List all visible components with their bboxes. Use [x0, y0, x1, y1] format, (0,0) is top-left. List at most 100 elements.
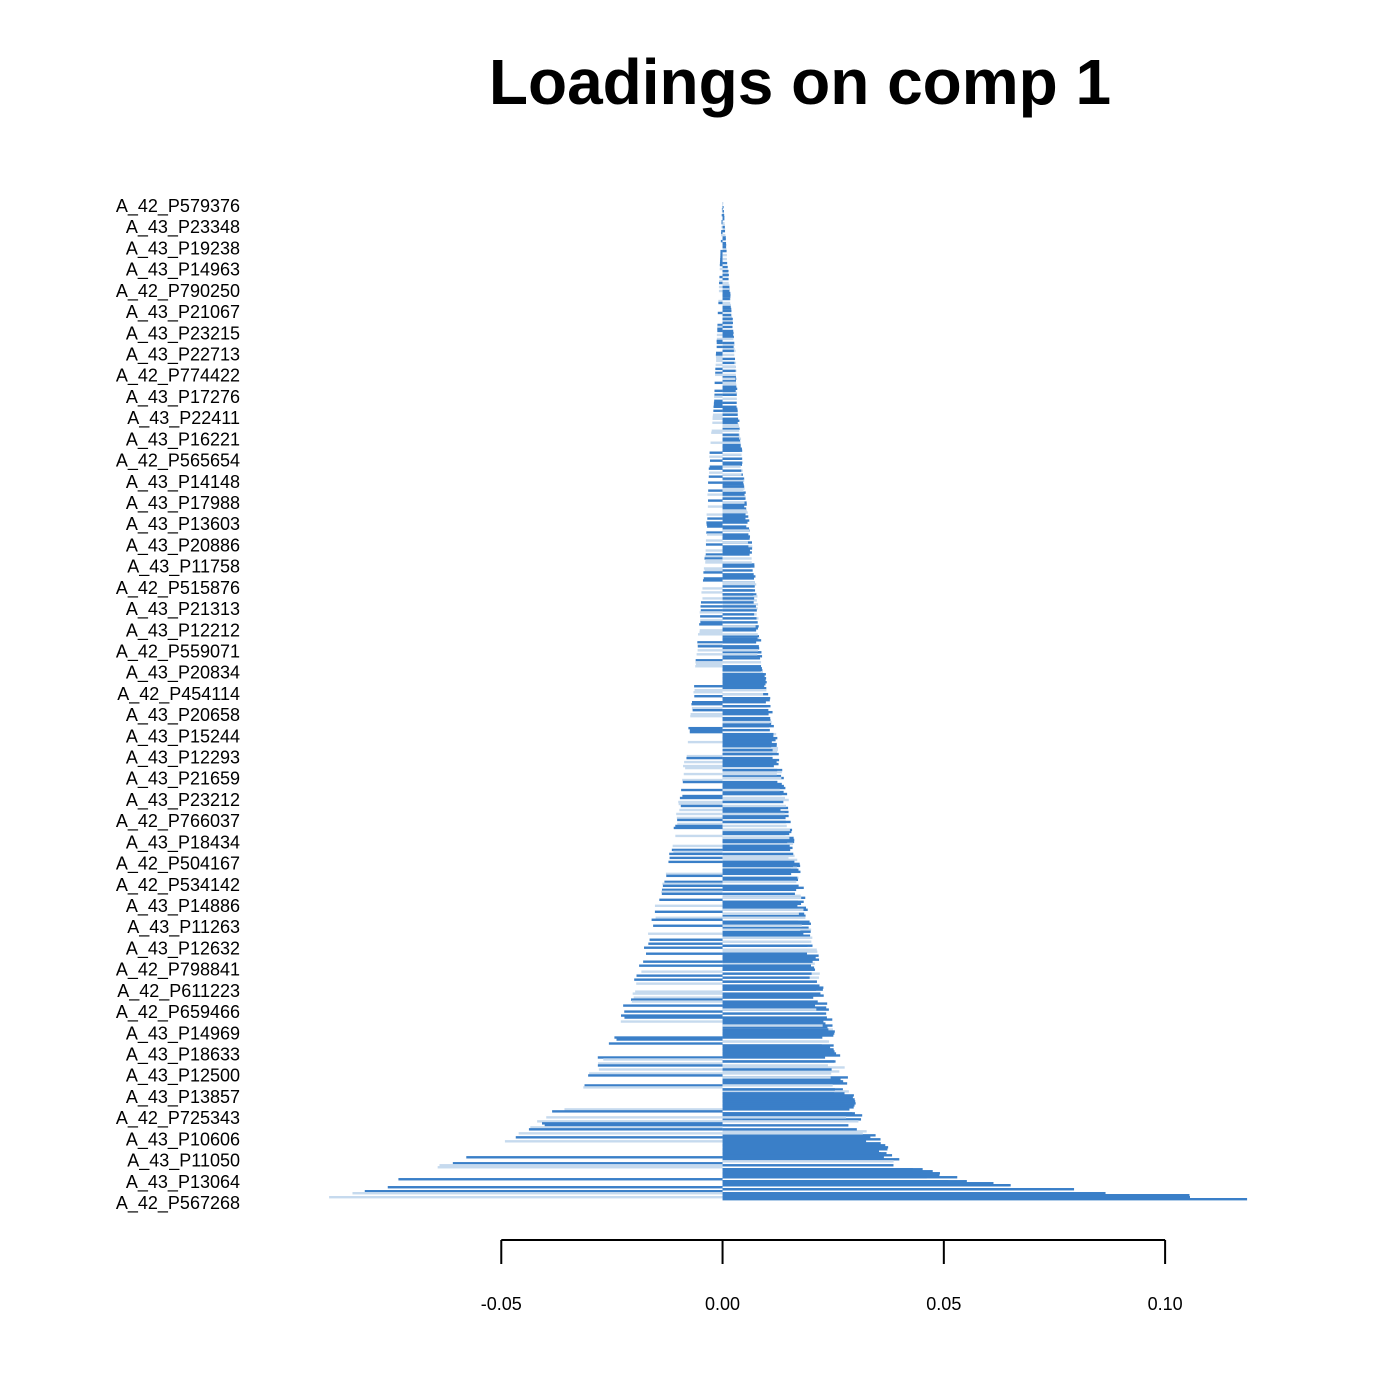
loading-bar — [722, 269, 728, 273]
loading-bar — [706, 531, 723, 534]
y-tick-label: A_43_P20886 — [126, 535, 240, 556]
loading-bar — [713, 409, 723, 412]
loading-bar — [722, 243, 727, 247]
loading-bar — [717, 329, 723, 333]
loading-bar — [659, 898, 723, 901]
loading-bar — [722, 1040, 828, 1043]
loading-bar — [673, 826, 723, 830]
loading-bar — [707, 493, 723, 496]
loading-bar — [722, 483, 744, 486]
loading-bar — [722, 321, 733, 325]
loading-bar — [722, 419, 740, 422]
loading-bar — [722, 1026, 828, 1029]
loading-bar — [707, 525, 723, 528]
y-tick-label: A_43_P17276 — [126, 387, 240, 408]
loading-bar — [695, 663, 723, 666]
loading-bar — [696, 653, 723, 656]
y-tick-label: A_43_P21659 — [126, 769, 240, 790]
loading-bar — [722, 487, 745, 490]
loading-bar — [721, 233, 723, 237]
loading-bar — [676, 816, 723, 820]
loading-bar — [722, 385, 737, 389]
loading-bar — [722, 944, 808, 947]
loading-bar — [722, 1198, 1248, 1201]
loading-bar — [718, 301, 723, 305]
loading-bar — [722, 1080, 844, 1083]
x-axis: -0.05 0.00 0.05 0.10 — [481, 1239, 1183, 1314]
loading-bar — [722, 437, 740, 440]
loading-bar — [722, 679, 766, 682]
loading-bar — [722, 387, 738, 391]
loading-bar — [722, 966, 815, 969]
loading-bar — [722, 830, 792, 834]
loading-bar — [722, 677, 763, 680]
loading-bar — [722, 413, 738, 416]
loading-bar — [712, 417, 723, 420]
loading-bar — [720, 253, 723, 257]
y-tick-label: A_43_P16221 — [126, 429, 240, 450]
loading-bar — [722, 233, 726, 237]
y-tick-label: A_43_P13603 — [126, 514, 240, 535]
loading-bar — [588, 1074, 723, 1077]
loading-bar — [722, 505, 745, 508]
loading-bar — [722, 762, 779, 766]
loading-bar — [722, 1008, 817, 1011]
loading-bar — [722, 223, 725, 227]
loading-bar — [722, 217, 725, 221]
loading-bar — [466, 1156, 723, 1159]
loading-bar — [546, 1116, 723, 1119]
loading-bar — [705, 543, 723, 546]
loading-bar — [702, 597, 723, 600]
loading-bar — [722, 375, 736, 379]
loading-bar — [719, 281, 723, 285]
loading-bar — [722, 665, 762, 668]
loading-bar — [722, 669, 761, 672]
loading-bar — [722, 525, 747, 528]
loading-bar — [722, 806, 789, 810]
loading-bar — [722, 409, 738, 412]
loading-bar — [439, 1164, 723, 1167]
loading-bar — [722, 439, 741, 442]
loading-bar — [721, 231, 723, 235]
loading-bar — [714, 389, 723, 393]
loading-bar — [717, 311, 723, 315]
loading-bar — [722, 447, 742, 450]
loading-bar — [662, 884, 723, 888]
loading-bar — [722, 347, 735, 351]
loading-bar — [722, 962, 815, 965]
loading-bar — [722, 565, 751, 568]
y-tick-label: A_43_P23212 — [126, 790, 240, 811]
loading-bar — [669, 852, 723, 856]
y-tick-label: A_43_P12212 — [126, 620, 240, 641]
loading-bar — [719, 263, 723, 267]
loading-bar — [722, 429, 740, 432]
y-tick-label: A_42_P790250 — [116, 281, 240, 302]
loading-bar — [722, 331, 734, 335]
loading-bar — [722, 305, 731, 309]
loading-bar — [722, 513, 746, 516]
loading-bar — [716, 359, 723, 363]
loading-bar — [697, 649, 723, 652]
loading-bar — [722, 517, 746, 520]
loading-bar — [722, 960, 813, 963]
y-tick-label: A_43_P14963 — [126, 260, 240, 281]
loading-bar — [722, 1032, 823, 1035]
loading-bar — [620, 1020, 723, 1023]
loading-bar — [722, 1108, 850, 1111]
loading-bar — [722, 671, 763, 674]
loading-bar — [714, 399, 723, 402]
loading-bar — [722, 964, 811, 967]
loading-bar — [722, 1128, 857, 1131]
loading-bar — [722, 704, 768, 708]
loading-bar — [722, 1192, 1106, 1195]
loading-bar — [703, 571, 723, 574]
y-tick-label: A_43_P22713 — [126, 344, 240, 365]
loading-bar — [623, 1004, 723, 1007]
loading-bar — [722, 906, 807, 909]
loading-bar — [705, 539, 723, 542]
loading-bar — [719, 279, 723, 283]
loading-bar — [639, 964, 723, 967]
loading-bar — [722, 225, 725, 229]
loading-bar — [687, 740, 723, 744]
